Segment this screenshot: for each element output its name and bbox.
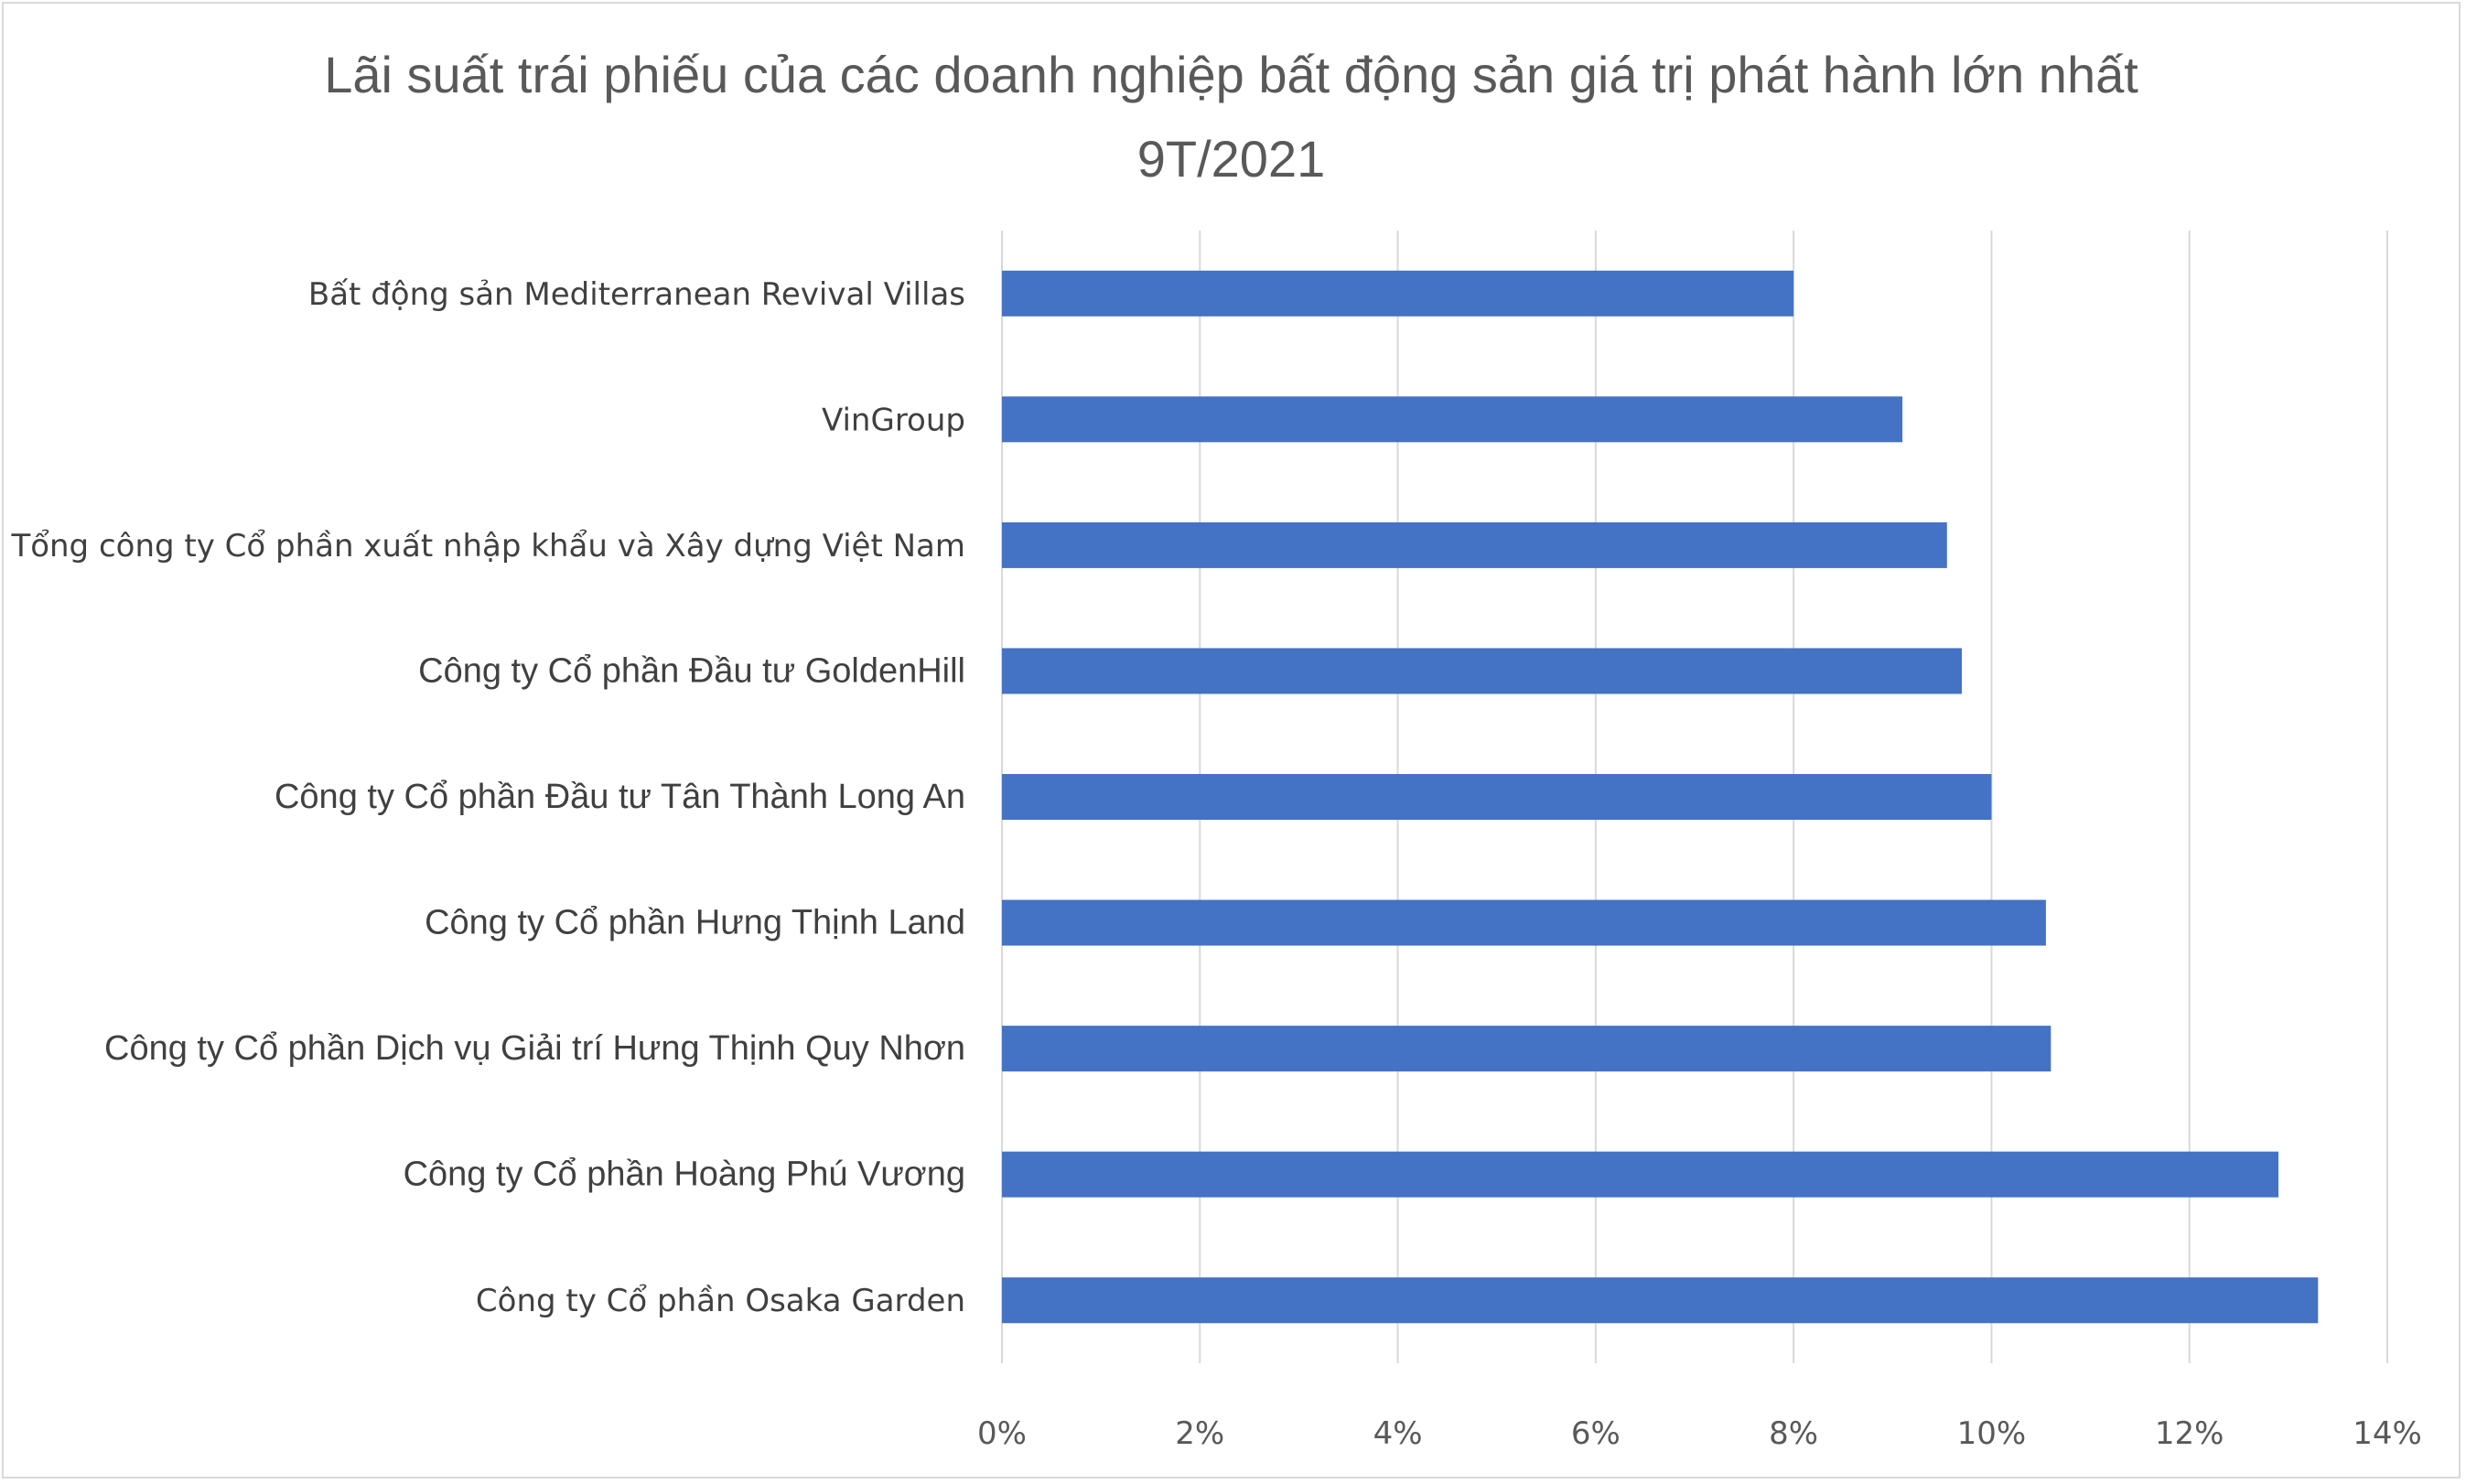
bar [1002, 1277, 2319, 1324]
x-tick-label: 12% [2155, 1415, 2224, 1452]
x-tick-label: 10% [1957, 1415, 2027, 1452]
x-tick-labels: 0% 2% 4% 6% 8% 10% 12% 14% [977, 1415, 2422, 1452]
bar [1002, 774, 1992, 820]
bar [1002, 270, 1794, 317]
x-tick-label: 6% [1571, 1415, 1621, 1452]
x-tick-label: 14% [2353, 1415, 2422, 1452]
bar [1002, 1151, 2279, 1198]
bar [1002, 648, 1962, 694]
category-label: Công ty Cổ phần Dịch vụ Giải trí Hưng Th… [104, 1029, 965, 1068]
category-label: Công ty Cổ phần Đầu tư GoldenHill [418, 651, 965, 690]
category-label: Công ty Cổ phần Osaka Garden [476, 1283, 965, 1319]
category-label: Công ty Cổ phần Hoàng Phú Vương [404, 1156, 965, 1194]
chart-title: Lãi suất trái phiếu của các doanh nghiệp… [0, 33, 2462, 201]
category-labels: Bất động sản Mediterranean Revival Villa… [10, 276, 965, 1319]
category-label: Công ty Cổ phần Hưng Thịnh Land [425, 904, 965, 942]
chart-title-line-1: Lãi suất trái phiếu của các doanh nghiệp… [324, 46, 2138, 103]
category-label: Tổng công ty Cổ phần xuất nhập khẩu và X… [10, 528, 965, 565]
x-tick-label: 8% [1769, 1415, 1818, 1452]
chart-title-line-2: 9T/2021 [1136, 130, 1326, 188]
bar [1002, 1026, 2051, 1072]
category-label: VinGroup [822, 402, 965, 438]
bar [1002, 522, 1947, 568]
bar [1002, 396, 1903, 443]
x-tick-label: 0% [977, 1415, 1027, 1452]
bar [1002, 899, 2046, 946]
x-tick-label: 4% [1373, 1415, 1423, 1452]
category-label: Công ty Cổ phần Đầu tư Tân Thành Long An [275, 778, 965, 816]
bars [1002, 270, 2319, 1324]
category-label: Bất động sản Mediterranean Revival Villa… [308, 276, 965, 313]
x-tick-label: 2% [1175, 1415, 1224, 1452]
